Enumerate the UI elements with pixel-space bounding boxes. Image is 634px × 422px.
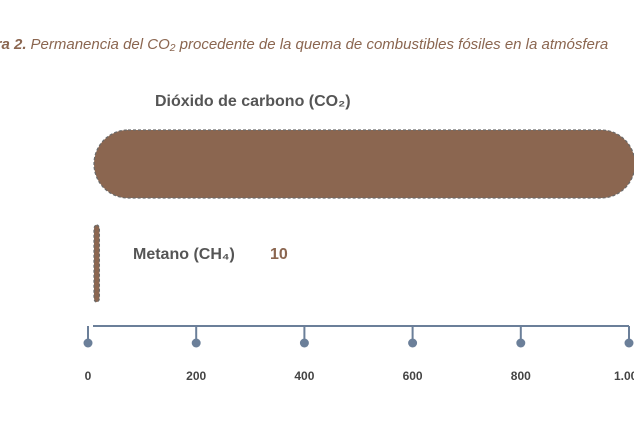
chart-title: Figura 2.Permanencia del CO₂ procedente … bbox=[0, 36, 608, 53]
value-label: 10 bbox=[270, 246, 288, 263]
category-label: Metano (CH₄) bbox=[133, 246, 235, 263]
x-tick-label: 600 bbox=[403, 369, 423, 383]
tick-dot bbox=[624, 338, 634, 348]
x-tick-label: 1.000 bbox=[614, 369, 634, 383]
bar bbox=[93, 129, 634, 199]
x-tick-label: 800 bbox=[511, 369, 531, 383]
tick-dot bbox=[191, 338, 201, 348]
tick-dot bbox=[299, 338, 309, 348]
bar bbox=[93, 224, 101, 303]
tick-dot bbox=[516, 338, 526, 348]
x-tick-label: 200 bbox=[186, 369, 206, 383]
figure-label: Figura 2. bbox=[0, 36, 27, 53]
title-text: Permanencia del CO₂ procedente de la que… bbox=[31, 36, 609, 53]
tick-dot bbox=[408, 338, 418, 348]
x-tick-label: 400 bbox=[294, 369, 314, 383]
tick-dot bbox=[83, 338, 93, 348]
category-label: Dióxido de carbono (CO₂) bbox=[155, 93, 351, 110]
x-tick-label: 0 bbox=[85, 369, 92, 383]
